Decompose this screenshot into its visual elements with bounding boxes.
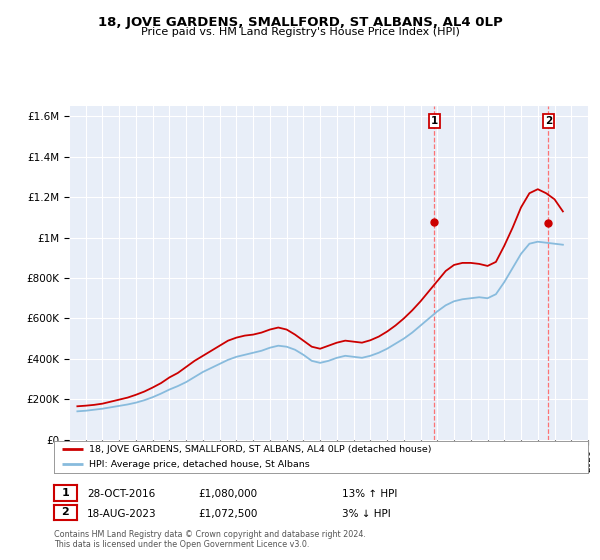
Text: 3% ↓ HPI: 3% ↓ HPI bbox=[342, 508, 391, 519]
Text: 28-OCT-2016: 28-OCT-2016 bbox=[87, 489, 155, 499]
Text: 13% ↑ HPI: 13% ↑ HPI bbox=[342, 489, 397, 499]
Text: 18, JOVE GARDENS, SMALLFORD, ST ALBANS, AL4 0LP (detached house): 18, JOVE GARDENS, SMALLFORD, ST ALBANS, … bbox=[89, 445, 431, 454]
Text: 1: 1 bbox=[62, 488, 69, 498]
Text: This data is licensed under the Open Government Licence v3.0.: This data is licensed under the Open Gov… bbox=[54, 540, 310, 549]
Text: 18-AUG-2023: 18-AUG-2023 bbox=[87, 508, 157, 519]
Text: 1: 1 bbox=[431, 116, 438, 127]
Text: 2: 2 bbox=[62, 507, 69, 517]
Text: 18, JOVE GARDENS, SMALLFORD, ST ALBANS, AL4 0LP: 18, JOVE GARDENS, SMALLFORD, ST ALBANS, … bbox=[98, 16, 502, 29]
Text: Contains HM Land Registry data © Crown copyright and database right 2024.: Contains HM Land Registry data © Crown c… bbox=[54, 530, 366, 539]
Text: 2: 2 bbox=[545, 116, 552, 127]
Text: Price paid vs. HM Land Registry's House Price Index (HPI): Price paid vs. HM Land Registry's House … bbox=[140, 27, 460, 37]
Text: HPI: Average price, detached house, St Albans: HPI: Average price, detached house, St A… bbox=[89, 460, 310, 469]
Text: £1,072,500: £1,072,500 bbox=[198, 508, 257, 519]
Text: £1,080,000: £1,080,000 bbox=[198, 489, 257, 499]
